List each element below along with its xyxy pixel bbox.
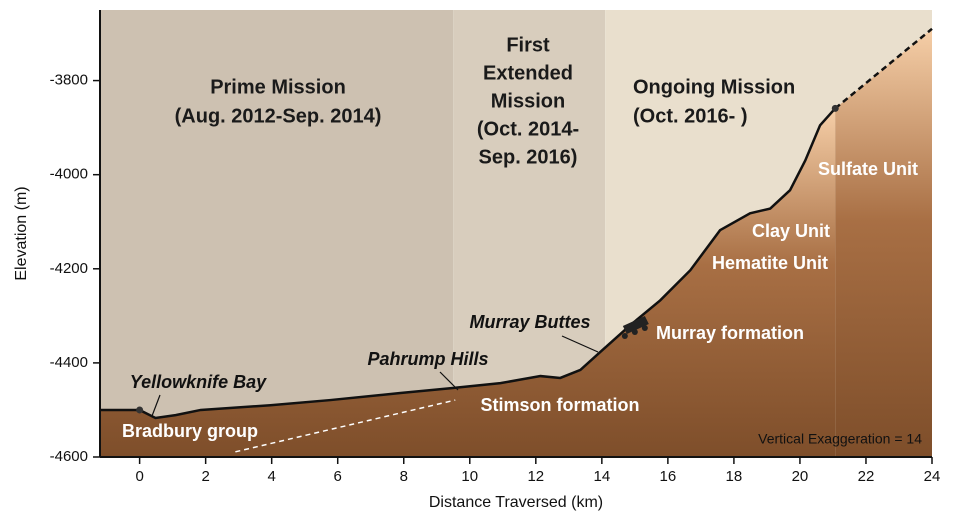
x-tick-label: 0 — [135, 468, 143, 485]
elevation-profile — [100, 107, 837, 420]
rover-wheel — [631, 328, 638, 335]
region-label: Ongoing Mission — [633, 76, 795, 98]
elevation-profile — [834, 27, 933, 110]
region-label: (Aug. 2012-Sep. 2014) — [175, 105, 382, 127]
x-axis-title: Distance Traversed (km) — [429, 494, 603, 511]
y-tick-label: -4400 — [50, 354, 88, 371]
region-label: Sep. 2016) — [479, 146, 578, 168]
x-tick-label: 12 — [527, 468, 544, 485]
annotation: Pahrump Hills — [367, 349, 488, 369]
leader-line — [151, 394, 161, 417]
waypoint — [831, 104, 839, 112]
x-tick-label: 8 — [400, 468, 408, 485]
x-tick-label: 24 — [924, 468, 941, 485]
annotation: Yellowknife Bay — [130, 372, 267, 392]
annotation: Hematite Unit — [712, 253, 828, 273]
x-tick-label: 6 — [334, 468, 342, 485]
x-tick-label: 20 — [792, 468, 809, 485]
mission-region — [100, 10, 454, 457]
contact-line — [235, 399, 456, 453]
x-tick-label: 22 — [858, 468, 875, 485]
x-tick-label: 14 — [593, 468, 610, 485]
region-label: Extended — [483, 62, 573, 84]
terrain-area — [100, 108, 836, 457]
leader-line — [439, 371, 459, 391]
annotation: Sulfate Unit — [818, 159, 918, 179]
annotation: Murray formation — [656, 323, 804, 343]
y-tick-label: -4200 — [50, 260, 88, 277]
waypoint — [136, 406, 144, 414]
x-tick-label: 10 — [461, 468, 478, 485]
annotation: Murray Buttes — [469, 312, 590, 332]
y-tick-label: -4000 — [50, 166, 88, 183]
annotation: Vertical Exaggeration = 14 — [758, 431, 922, 447]
terrain-area — [835, 28, 932, 458]
annotation: Bradbury group — [122, 421, 258, 441]
rover-icon — [621, 315, 649, 339]
x-tick-label: 18 — [726, 468, 743, 485]
region-label: Prime Mission — [210, 76, 346, 98]
rover-wheel — [641, 324, 648, 331]
leader-line — [561, 335, 599, 353]
region-label: First — [506, 34, 550, 56]
y-tick-label: -4600 — [50, 448, 88, 465]
rover-body — [622, 315, 649, 334]
y-tick-label: -3800 — [50, 72, 88, 89]
x-tick-label: 2 — [201, 468, 209, 485]
rover-wheel — [621, 332, 628, 339]
annotation: Clay Unit — [752, 221, 830, 241]
region-label: Mission — [491, 90, 565, 112]
x-tick-label: 4 — [268, 468, 276, 485]
x-tick-label: 16 — [660, 468, 677, 485]
annotation: Stimson formation — [480, 395, 639, 415]
region-label: (Oct. 2016- ) — [633, 105, 747, 127]
y-axis-title: Elevation (m) — [13, 186, 30, 280]
region-label: (Oct. 2014- — [477, 118, 579, 140]
